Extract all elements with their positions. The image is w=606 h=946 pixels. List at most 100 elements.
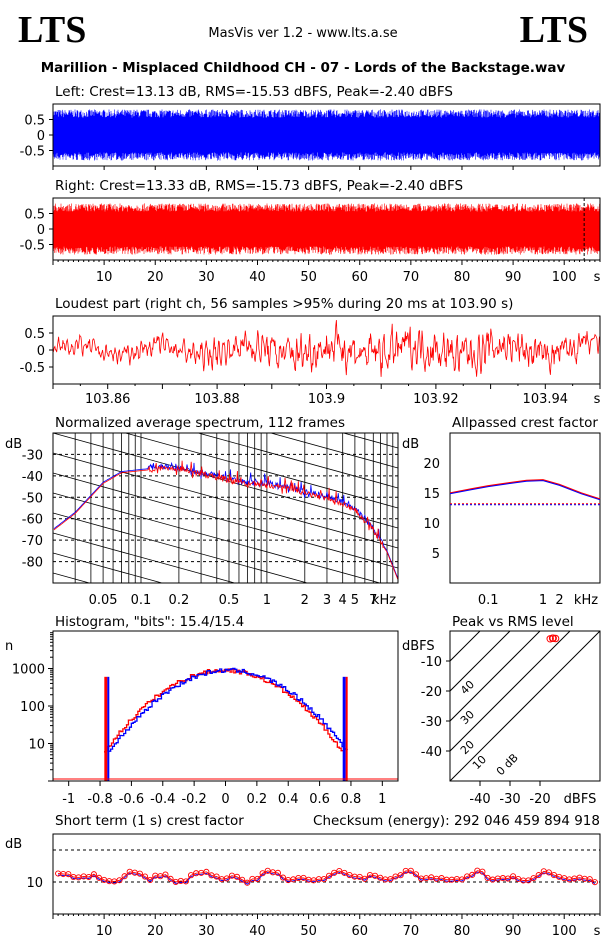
loudest-part-xtick-label: 103.92 xyxy=(413,392,459,407)
spectrum-xtick-label: 2 xyxy=(301,593,309,608)
peak-rms-ytick-label: -30 xyxy=(421,715,442,730)
peak-rms-crest-line xyxy=(450,631,571,752)
short-crest-point xyxy=(336,867,343,875)
brand-logo-right: LTS xyxy=(519,9,588,51)
short-crest-point xyxy=(85,873,92,881)
short-crest-point xyxy=(356,873,363,880)
allpass-title: Allpassed crest factor xyxy=(452,415,598,431)
peak-rms-title: Peak vs RMS level xyxy=(452,614,574,630)
peak-rms-crest-line xyxy=(450,631,600,781)
peak-rms-ytick-label: -10 xyxy=(421,655,442,670)
short-crest-ylabel: dB xyxy=(5,837,22,852)
spectrum-frame xyxy=(52,432,399,584)
allpass-ytick-label: 20 xyxy=(423,457,440,472)
spectrum-slope-line xyxy=(269,433,398,469)
peak-rms-xtick-label: -20 xyxy=(529,792,550,807)
loudest-part-ytick-label: 0 xyxy=(37,344,45,359)
short-crest-point xyxy=(233,873,241,880)
short-crest-xtick-label: 70 xyxy=(403,924,420,939)
spectrum-ytick-label: -60 xyxy=(22,513,43,528)
checksum-annotation: Checksum (energy): 292 046 459 894 918 xyxy=(313,813,600,829)
short-crest-point xyxy=(147,876,154,883)
loudest-part-trace xyxy=(52,320,601,377)
short-crest-point xyxy=(239,876,246,883)
short-crest-point xyxy=(530,875,537,882)
spectrum-xunit: kHz xyxy=(372,593,396,608)
spectrum-right-curve xyxy=(53,460,398,580)
peak-rms-point xyxy=(546,635,554,643)
short-crest-point xyxy=(331,869,338,876)
spectrum-xtick-label: 4 xyxy=(339,593,347,608)
short-crest-point xyxy=(244,879,251,886)
spectrum-slope-line xyxy=(53,512,309,583)
loudest-part-ytick-label: -0.5 xyxy=(20,361,45,376)
peak-rms-frame xyxy=(449,630,601,782)
right-waveform-title: Right: Crest=13.33 dB, RMS=-15.73 dBFS, … xyxy=(55,178,463,194)
short-crest-point xyxy=(479,868,486,875)
spectrum-left-curve xyxy=(53,461,398,579)
short-crest-point xyxy=(361,875,368,882)
short-crest-point xyxy=(320,876,327,883)
short-crest-point xyxy=(254,875,261,882)
spectrum-ytick-label: -50 xyxy=(22,491,43,506)
spectrum-ytick-label: -30 xyxy=(22,448,43,463)
histogram-xtick-label: 1 xyxy=(378,792,386,807)
peak-rms-xtick-label: -40 xyxy=(469,792,490,807)
right-waveform-xtick-label: 70 xyxy=(403,270,420,285)
spectrum-ytick-label: -40 xyxy=(22,470,43,485)
histogram-edge-spike xyxy=(107,676,110,781)
short-crest-point xyxy=(167,875,174,882)
histogram-ytick-label: 100 xyxy=(20,700,45,715)
right-waveform-trace xyxy=(52,203,600,255)
right-waveform-xtick-label: 80 xyxy=(454,270,471,285)
short-crest-frame xyxy=(52,833,601,915)
allpass-ytick-label: 15 xyxy=(423,487,440,502)
spectrum-grid xyxy=(53,433,398,583)
histogram-left-curve xyxy=(108,667,348,752)
short-crest-point xyxy=(326,872,333,879)
short-crest-xtick-label: 20 xyxy=(147,924,164,939)
allpass-ylabel: dB xyxy=(402,437,419,452)
spectrum-xtick-label: 0.2 xyxy=(169,593,190,608)
short-crest-point xyxy=(259,870,266,877)
histogram-ylabel: n xyxy=(5,639,13,654)
short-crest-point xyxy=(545,869,552,876)
spectrum-xtick-label: 1 xyxy=(263,593,271,608)
short-crest-point xyxy=(412,871,420,878)
peak-rms-ylabel: dBFS xyxy=(402,639,435,654)
spectrum-slope-line xyxy=(53,452,398,549)
loudest-part-xunit: s xyxy=(594,392,601,407)
loudest-part-title: Loudest part (right ch, 56 samples >95% … xyxy=(55,296,513,312)
short-crest-point xyxy=(372,872,379,879)
short-crest-point xyxy=(387,876,394,883)
peak-rms-xtick-label: -30 xyxy=(499,792,520,807)
short-crest-point xyxy=(95,874,103,881)
spectrum-slope-line xyxy=(124,433,398,509)
short-crest-point xyxy=(90,871,97,878)
peak-rms-ytick-label: -20 xyxy=(421,685,442,700)
allpass-ytick-label: 5 xyxy=(432,547,440,562)
peak-rms-crest-line xyxy=(450,631,541,722)
histogram-right-curve xyxy=(104,668,344,753)
left-waveform-trace xyxy=(52,109,600,161)
histogram-xtick-label: 0 xyxy=(221,792,229,807)
short-crest-point xyxy=(274,869,281,876)
left-waveform-title: Left: Crest=13.13 dB, RMS=-15.53 dBFS, P… xyxy=(55,84,453,100)
right-waveform-ytick-label: 0 xyxy=(37,223,45,238)
short-crest-point xyxy=(535,872,542,879)
spectrum-slope-line xyxy=(53,472,398,569)
short-crest-point xyxy=(550,872,558,879)
short-crest-point xyxy=(525,877,532,884)
spectrum-xtick-label: 5 xyxy=(351,593,359,608)
allpass-xtick-label: 1 xyxy=(539,593,547,608)
short-crest-xunit: s xyxy=(594,924,601,939)
right-waveform-ytick-label: -0.5 xyxy=(20,239,45,254)
spectrum-title: Normalized average spectrum, 112 frames xyxy=(55,415,345,431)
spectrum-slope-line xyxy=(53,532,237,583)
short-crest-xtick-label: 30 xyxy=(198,924,215,939)
short-crest-xtick-label: 80 xyxy=(454,924,471,939)
right-waveform-xtick-label: 20 xyxy=(147,270,164,285)
histogram-xtick-label: -0.6 xyxy=(119,792,144,807)
short-crest-point xyxy=(300,874,307,881)
